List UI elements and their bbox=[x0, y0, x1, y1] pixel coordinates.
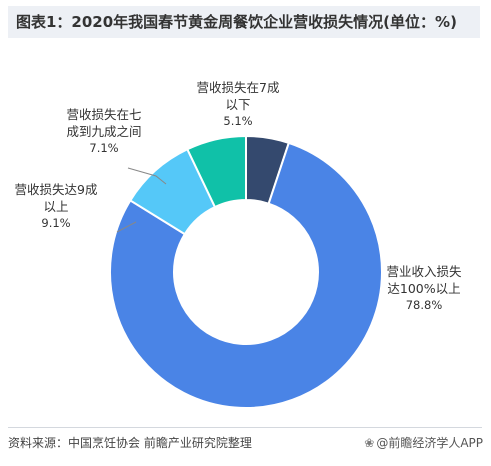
slice-label-line: 营收损失达9成 bbox=[15, 182, 98, 197]
paw-icon: ❀ bbox=[364, 436, 375, 450]
slice-value-label: 78.8% bbox=[406, 298, 443, 312]
source-note: 资料来源：中国烹饪协会 前瞻产业研究院整理 bbox=[8, 436, 252, 450]
slice-label-line: 营收损失在7成 bbox=[197, 80, 280, 95]
leader-line-over90 bbox=[116, 221, 137, 233]
brand-watermark: ❀ @前瞻经济学人APP bbox=[364, 434, 483, 451]
slice-label-line: 成到九成之间 bbox=[66, 124, 141, 139]
donut-slice-over100 bbox=[109, 141, 383, 409]
slice-label-line: 以下 bbox=[225, 97, 250, 112]
slice-label-line: 营收损失在七 bbox=[66, 107, 141, 122]
footer-divider bbox=[8, 427, 482, 428]
leader-line-70to90 bbox=[127, 167, 167, 185]
slice-value-label: 7.1% bbox=[89, 141, 118, 155]
slice-value-label: 9.1% bbox=[41, 216, 70, 230]
chart-title: 图表1：2020年我国春节黄金周餐饮企业营收损失情况(单位：%) bbox=[8, 6, 480, 38]
brand-text: @前瞻经济学人APP bbox=[376, 436, 483, 450]
slice-label-line: 达100%以上 bbox=[387, 281, 460, 296]
slice-label-line: 以上 bbox=[43, 199, 68, 214]
slice-label-line: 营业收入损失 bbox=[386, 264, 462, 279]
slice-value-label: 5.1% bbox=[223, 114, 252, 128]
donut-slice-70to90 bbox=[186, 134, 247, 209]
